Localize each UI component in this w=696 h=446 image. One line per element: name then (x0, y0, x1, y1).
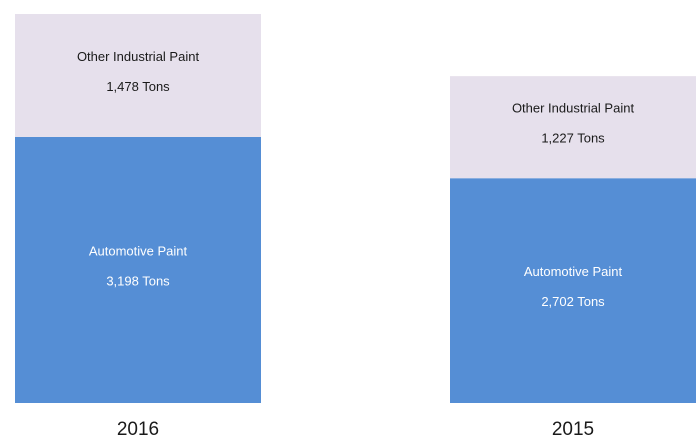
segment-name: Other Industrial Paint (512, 101, 635, 116)
bar-segment (450, 178, 696, 403)
data-label: 1,478 Tons (106, 79, 170, 94)
x-tick-label: 2016 (117, 419, 159, 440)
segment-name: Other Industrial Paint (77, 49, 200, 64)
data-label: 3,198 Tons (106, 273, 170, 288)
bar-segment (15, 14, 261, 137)
segment-name: Automotive Paint (89, 243, 188, 258)
data-label: 2,702 Tons (541, 294, 605, 309)
data-label: 1,227 Tons (541, 131, 605, 146)
segment-name: Automotive Paint (524, 264, 623, 279)
bar-segment (15, 136, 261, 404)
x-tick-label: 2015 (552, 419, 594, 440)
bar-segment (450, 76, 696, 179)
